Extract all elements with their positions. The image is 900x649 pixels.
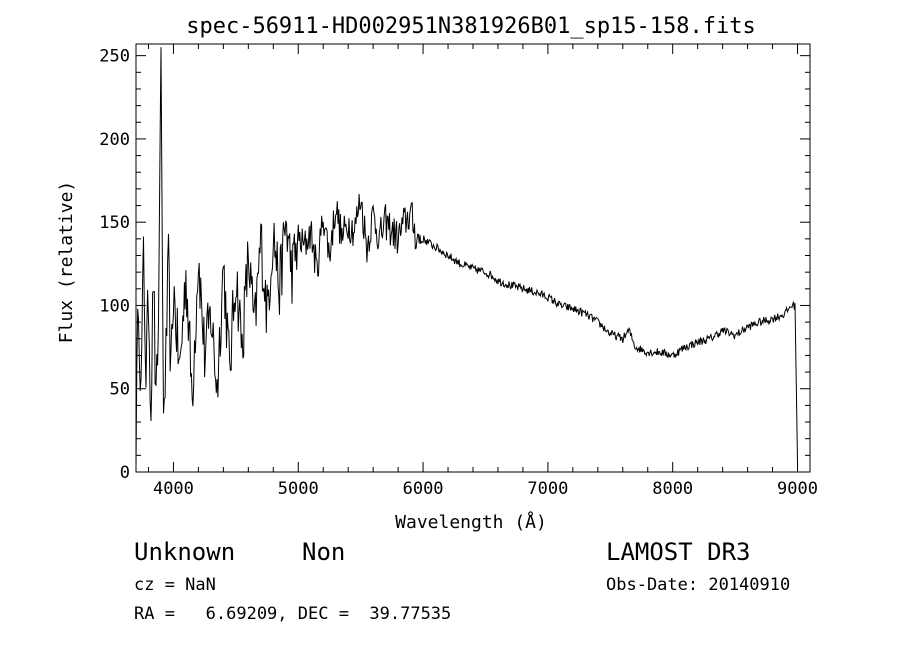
y-tick-label: 250	[99, 47, 130, 67]
observation-date: Obs-Date: 20140910	[606, 575, 791, 595]
x-tick-label: 8000	[652, 479, 693, 499]
x-axis: 4000 5000 6000 7000 8000 9000	[147, 44, 818, 499]
y-tick-label: 0	[120, 463, 130, 483]
spectrum-line	[135, 47, 798, 466]
x-tick-label: 5000	[278, 479, 319, 499]
x-tick-label: 4000	[153, 479, 194, 499]
redshift-readout: cz = NaN	[134, 575, 216, 595]
chart-title: spec-56911-HD002951N381926B01_sp15-158.f…	[186, 14, 756, 39]
x-axis-label: Wavelength (Å)	[395, 511, 547, 533]
series-group	[135, 47, 798, 466]
y-tick-label: 150	[99, 213, 130, 233]
x-tick-label: 7000	[527, 479, 568, 499]
y-axis-label: Flux (relative)	[56, 181, 77, 344]
survey-name: LAMOST DR3	[606, 538, 751, 566]
object-subclass: Non	[302, 538, 346, 566]
y-tick-label: 50	[110, 380, 130, 400]
x-tick-label: 9000	[777, 479, 818, 499]
y-tick-label: 100	[99, 296, 130, 316]
coordinates-readout: RA = 6.69209, DEC = 39.77535	[134, 604, 452, 624]
x-tick-label: 6000	[403, 479, 444, 499]
y-tick-label: 200	[99, 130, 130, 150]
object-class: Unknown	[134, 538, 236, 566]
plot-frame	[135, 43, 811, 473]
y-axis: 0 50 100 150 200 250	[99, 47, 810, 483]
